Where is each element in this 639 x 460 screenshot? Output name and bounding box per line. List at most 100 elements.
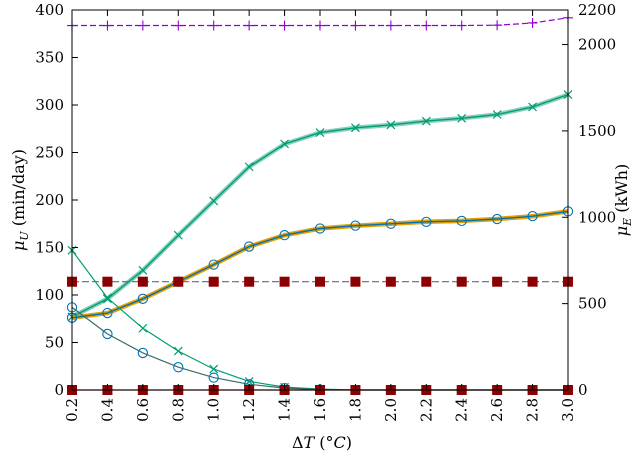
x-tick-label: 1.8 [346,398,364,422]
y-tick-label-left: 300 [35,96,64,114]
data-point [279,229,290,241]
data-point [492,276,503,287]
data-point [385,218,397,229]
y-tick-label-right: 1500 [578,122,616,140]
y-tick-label-left: 0 [54,381,64,399]
data-point [209,196,219,206]
data-point [315,276,325,287]
plot-frame [71,9,569,391]
data-point [351,123,360,133]
x-tick-label: 2.2 [417,398,435,422]
data-point [527,17,538,28]
y-tick-label-right: 500 [578,295,607,313]
series-line [71,249,568,391]
data-point [102,328,113,340]
data-point [173,276,184,287]
y-tick-label-right: 1000 [578,208,616,226]
data-point [244,276,255,287]
x-tick-label: 1.6 [311,398,329,422]
series-1 [67,12,573,31]
x-tick-label: 0.2 [63,398,81,422]
y-tick-label-left: 350 [35,49,64,67]
x-axis-title: ΔT (°C) [292,433,352,452]
data-point [350,276,361,287]
y-axis-right-title: μE (kWh) [612,164,634,236]
data-point [421,216,432,227]
series-layer [66,12,574,396]
data-point [456,215,467,227]
series-4 [67,276,573,287]
data-point [244,20,255,31]
x-tick-label: 1.2 [240,398,258,422]
y-tick-label-left: 200 [35,191,64,209]
x-tick-label: 0.6 [134,398,152,422]
data-point [527,276,538,287]
data-point [173,20,184,31]
y-tick-label-left: 400 [35,1,64,19]
data-point [173,346,183,356]
data-point [137,293,149,304]
data-point [491,213,503,225]
data-point [137,20,148,31]
y-tick-label-right: 2200 [578,1,616,19]
data-point [102,307,113,319]
data-point [457,113,467,123]
x-tick-label: 0.4 [98,398,116,422]
data-point [244,162,254,172]
data-point [103,293,112,303]
data-point [243,241,255,252]
x-tick-label: 2.6 [488,398,506,422]
series-line [71,306,568,391]
data-point [102,20,113,31]
y-tick-label-left: 50 [45,334,64,352]
x-tick-label: 2.8 [524,398,542,422]
series-line [71,210,569,319]
data-point [137,276,148,287]
y-tick-label-right: 2000 [578,36,616,54]
x-tick-label: 1.4 [276,398,294,422]
data-point [102,276,113,287]
data-point [385,20,396,31]
data-point [456,276,467,287]
y-tick-label-right: 0 [578,381,588,399]
x-tick-label: 1.0 [205,398,223,422]
series-6 [66,302,574,396]
data-point [528,102,537,112]
data-point [208,372,219,383]
x-tick-label: 0.8 [169,398,187,422]
series-2 [67,90,573,322]
data-point [421,20,432,31]
data-point [103,294,112,304]
y-tick-label-left: 100 [35,286,64,304]
data-point [173,230,183,240]
data-point [138,323,148,333]
data-point [386,120,396,130]
data-point [315,128,325,137]
data-point [527,210,538,222]
data-point [456,20,467,31]
x-tick-label: 2.0 [382,398,400,422]
x-tick-label: 3.0 [559,398,577,422]
y-axis-left-title: μU (min/day) [9,149,31,251]
data-point [208,276,219,287]
data-point [492,20,503,31]
data-point [350,20,361,31]
axes-layer [71,9,569,391]
data-point [279,276,290,287]
data-point [280,139,289,149]
data-point [350,220,361,231]
data-point [138,265,148,275]
data-point [279,20,290,31]
data-point [315,20,325,31]
data-point [314,223,326,234]
data-point [492,110,502,119]
data-point [173,362,184,373]
x-tick-label: 2.4 [453,398,471,422]
data-point [421,116,431,126]
data-point [208,20,219,31]
ticks-layer: 0.2 0.4 0.6 0.8 1.0 1.2 1.4 1.6 1.8 2.0 2.2 2.4 2.6 2… [35,1,616,422]
data-point [421,276,432,287]
data-point [208,259,219,270]
data-point [209,364,219,374]
